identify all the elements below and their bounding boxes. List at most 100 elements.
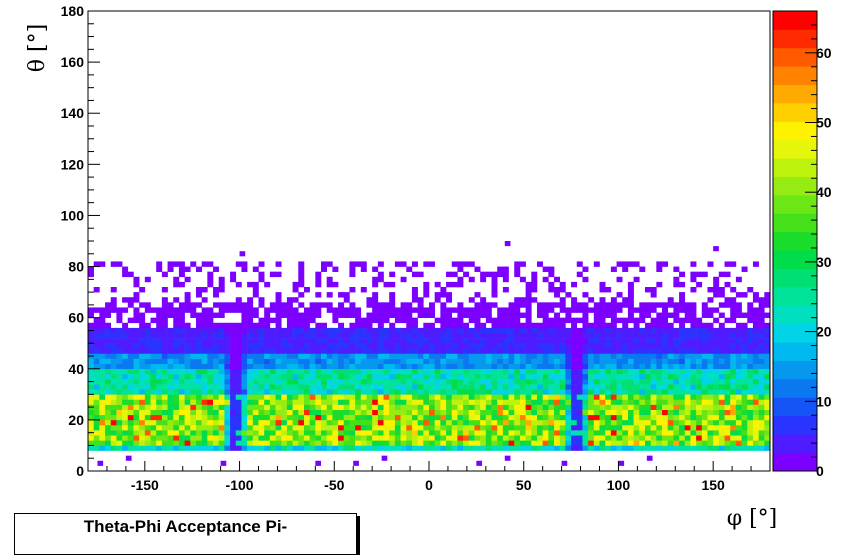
heatmap-cell bbox=[656, 445, 663, 451]
heatmap-cell bbox=[616, 440, 623, 446]
heatmap-cell bbox=[679, 322, 686, 329]
heatmap-cell bbox=[110, 327, 117, 334]
heatmap-cell bbox=[622, 358, 629, 364]
heatmap-cell bbox=[571, 302, 578, 308]
y-tick-label: 120 bbox=[61, 156, 85, 172]
heatmap-cell bbox=[343, 379, 350, 385]
heatmap-cell bbox=[491, 358, 498, 364]
heatmap-cell bbox=[684, 317, 691, 324]
heatmap-cell bbox=[747, 353, 754, 359]
heatmap-cell bbox=[718, 419, 725, 426]
heatmap-cell bbox=[338, 409, 345, 416]
heatmap-cell bbox=[321, 409, 327, 416]
heatmap-cell bbox=[241, 343, 248, 349]
heatmap-cell bbox=[326, 348, 333, 354]
heatmap-cell bbox=[764, 440, 771, 446]
heatmap-cell bbox=[275, 368, 282, 375]
heatmap-cell bbox=[446, 358, 453, 364]
heatmap-cell bbox=[406, 353, 413, 359]
heatmap-cell bbox=[622, 261, 629, 267]
heatmap-cell bbox=[122, 414, 129, 421]
heatmap-cell bbox=[713, 292, 720, 298]
heatmap-cell bbox=[213, 302, 220, 308]
heatmap-cell bbox=[88, 338, 94, 344]
heatmap-cell bbox=[684, 425, 691, 431]
heatmap-cell bbox=[429, 348, 435, 354]
heatmap-cell bbox=[650, 414, 657, 421]
heatmap-cell bbox=[701, 327, 708, 334]
heatmap-cell bbox=[383, 343, 390, 349]
heatmap-cell bbox=[161, 399, 168, 405]
heatmap-cell bbox=[190, 394, 197, 400]
heatmap-cell bbox=[411, 435, 418, 441]
heatmap-cell bbox=[235, 327, 242, 334]
heatmap-cell bbox=[764, 302, 771, 308]
heatmap-cell bbox=[491, 333, 498, 339]
heatmap-cell bbox=[201, 379, 208, 385]
heatmap-cell bbox=[673, 414, 680, 421]
heatmap-cell bbox=[758, 399, 765, 405]
heatmap-cell bbox=[303, 322, 310, 329]
heatmap-cell bbox=[366, 419, 373, 426]
heatmap-cell bbox=[701, 445, 708, 451]
heatmap-cell bbox=[536, 261, 543, 267]
heatmap-cell bbox=[360, 353, 367, 359]
heatmap-cell bbox=[554, 292, 561, 298]
heatmap-cell bbox=[269, 363, 276, 370]
heatmap-cell bbox=[377, 358, 384, 364]
heatmap-cell bbox=[679, 414, 686, 421]
heatmap-cell bbox=[542, 343, 549, 349]
heatmap-cell bbox=[605, 322, 612, 329]
heatmap-cell bbox=[338, 348, 345, 354]
heatmap-cell bbox=[667, 435, 674, 441]
heatmap-cell bbox=[411, 327, 418, 334]
heatmap-cell bbox=[656, 399, 663, 405]
heatmap-cell bbox=[144, 430, 151, 436]
heatmap-cell bbox=[332, 384, 339, 390]
heatmap-cell bbox=[622, 419, 629, 426]
heatmap-cell bbox=[684, 373, 691, 380]
heatmap-cell bbox=[116, 384, 123, 390]
heatmap-cell bbox=[258, 384, 265, 390]
heatmap-cell bbox=[582, 348, 589, 354]
heatmap-cell bbox=[536, 348, 543, 354]
heatmap-cell bbox=[377, 317, 384, 324]
heatmap-cell bbox=[446, 343, 453, 349]
heatmap-cell bbox=[582, 373, 589, 380]
heatmap-cell bbox=[105, 445, 112, 451]
heatmap-cell bbox=[269, 317, 276, 324]
heatmap-cell bbox=[525, 435, 532, 441]
heatmap-cell bbox=[440, 322, 447, 329]
heatmap-cell bbox=[633, 363, 640, 370]
heatmap-cell bbox=[616, 430, 623, 436]
heatmap-cell bbox=[610, 389, 617, 395]
heatmap-cell bbox=[122, 343, 129, 349]
heatmap-cell bbox=[372, 343, 379, 349]
heatmap-cell bbox=[355, 414, 362, 421]
heatmap-cell bbox=[167, 363, 174, 370]
heatmap-cell bbox=[366, 322, 373, 329]
heatmap-cell bbox=[474, 338, 481, 344]
heatmap-cell bbox=[440, 317, 447, 324]
heatmap-cell bbox=[644, 302, 651, 308]
heatmap-cell bbox=[667, 348, 674, 354]
heatmap-cell bbox=[332, 414, 339, 421]
heatmap-cell bbox=[576, 389, 583, 395]
heatmap-cell bbox=[554, 358, 561, 364]
heatmap-cell bbox=[127, 399, 134, 405]
heatmap-cell bbox=[201, 363, 208, 370]
heatmap-cell bbox=[224, 379, 231, 385]
heatmap-cell bbox=[718, 425, 725, 431]
colorbar-tick-label: 20 bbox=[816, 324, 832, 340]
heatmap-cell bbox=[372, 399, 379, 405]
heatmap-cell bbox=[122, 363, 129, 370]
heatmap-cell bbox=[184, 430, 191, 436]
heatmap-cell bbox=[576, 435, 583, 441]
heatmap-cell bbox=[707, 440, 714, 446]
heatmap-cell bbox=[474, 353, 481, 359]
heatmap-cell bbox=[474, 302, 481, 308]
heatmap-cell bbox=[122, 419, 129, 426]
heatmap-cell bbox=[502, 333, 509, 339]
heatmap-cell bbox=[474, 414, 481, 421]
heatmap-cell bbox=[252, 353, 259, 359]
